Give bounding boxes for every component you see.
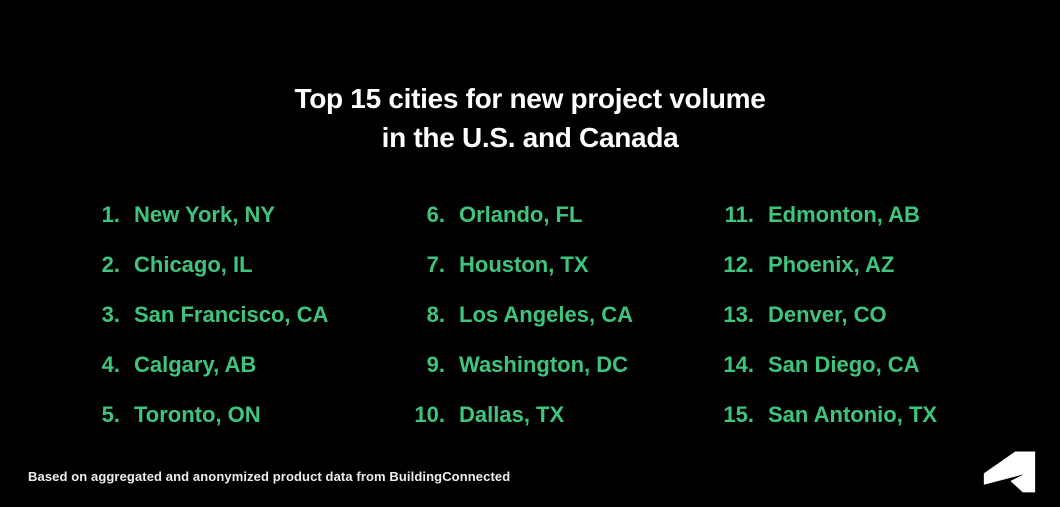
- city-label: Calgary, AB: [134, 352, 257, 377]
- rank-number: 7.: [426, 252, 445, 277]
- list-item: 11. Edmonton, AB: [703, 190, 937, 240]
- list-item: 6. Orlando, FL: [393, 190, 633, 240]
- list-item: 9. Washington, DC: [393, 340, 633, 390]
- city-label: Houston, TX: [459, 252, 589, 277]
- title-line-1: Top 15 cities for new project volume: [294, 83, 766, 114]
- city-label: Orlando, FL: [459, 202, 583, 227]
- rank-number: 11.: [724, 202, 754, 227]
- city-label: Washington, DC: [459, 352, 629, 377]
- list-item: 2. Chicago, IL: [88, 240, 328, 290]
- list-item: 5. Toronto, ON: [88, 390, 328, 440]
- rank-number: 14.: [723, 352, 754, 377]
- list-item: 10. Dallas, TX: [393, 390, 633, 440]
- city-column-3: 11. Edmonton, AB 12. Phoenix, AZ 13. Den…: [703, 190, 937, 440]
- rank-number: 10.: [414, 402, 445, 427]
- rank-number: 6.: [426, 202, 445, 227]
- city-column-2: 6. Orlando, FL 7. Houston, TX 8. Los Ang…: [393, 190, 633, 440]
- list-item: 12. Phoenix, AZ: [703, 240, 937, 290]
- city-label: Denver, CO: [768, 302, 887, 327]
- city-label: San Antonio, TX: [768, 402, 938, 427]
- city-label: Toronto, ON: [134, 402, 261, 427]
- list-item: 8. Los Angeles, CA: [393, 290, 633, 340]
- rank-number: 2.: [101, 252, 120, 277]
- city-label: Phoenix, AZ: [768, 252, 895, 277]
- list-item: 4. Calgary, AB: [88, 340, 328, 390]
- city-ranking-list: 1. New York, NY 2. Chicago, IL 3. San Fr…: [0, 190, 1060, 440]
- list-item: 14. San Diego, CA: [703, 340, 937, 390]
- rank-number: 1.: [101, 202, 120, 227]
- rank-number: 9.: [426, 352, 445, 377]
- city-label: Edmonton, AB: [768, 202, 920, 227]
- rank-number: 5.: [101, 402, 120, 427]
- list-item: 7. Houston, TX: [393, 240, 633, 290]
- city-label: Dallas, TX: [459, 402, 565, 427]
- city-label: Los Angeles, CA: [459, 302, 633, 327]
- list-item: 13. Denver, CO: [703, 290, 937, 340]
- rank-number: 4.: [101, 352, 120, 377]
- city-label: San Diego, CA: [768, 352, 920, 377]
- data-source-footnote: Based on aggregated and anonymized produ…: [28, 469, 511, 484]
- title-line-2: in the U.S. and Canada: [381, 122, 679, 153]
- rank-number: 13.: [723, 302, 754, 327]
- page-title: Top 15 cities for new project volume in …: [0, 79, 1060, 157]
- rank-number: 3.: [101, 302, 120, 327]
- autodesk-logo-icon: [981, 448, 1038, 495]
- city-label: New York, NY: [134, 202, 276, 227]
- rank-number: 15.: [723, 402, 754, 427]
- rank-number: 8.: [426, 302, 445, 327]
- list-item: 15. San Antonio, TX: [703, 390, 937, 440]
- city-column-1: 1. New York, NY 2. Chicago, IL 3. San Fr…: [88, 190, 329, 440]
- rank-number: 12.: [723, 252, 754, 277]
- city-label: San Francisco, CA: [134, 302, 329, 327]
- city-label: Chicago, IL: [134, 252, 253, 277]
- list-item: 1. New York, NY: [88, 190, 328, 240]
- list-item: 3. San Francisco, CA: [88, 290, 329, 340]
